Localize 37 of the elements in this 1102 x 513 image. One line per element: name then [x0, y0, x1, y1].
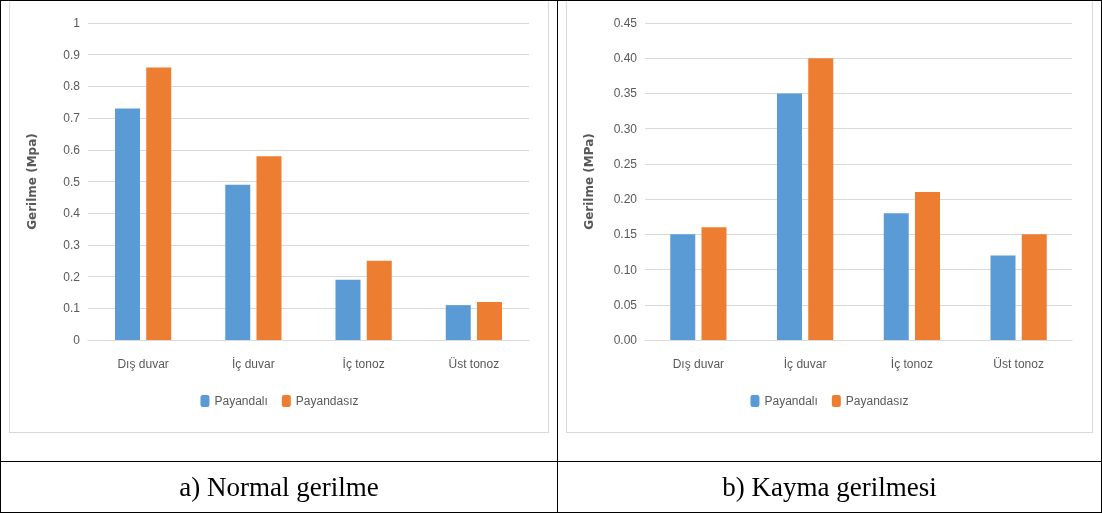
x-tick-label: Üst tonoz — [448, 357, 500, 371]
y-tick-label: 0.45 — [613, 16, 638, 30]
y-tick-label: 0.15 — [613, 227, 638, 242]
y-tick-label: 0.8 — [63, 79, 81, 94]
y-tick-label: 0.7 — [63, 111, 81, 126]
text: b) Kayma gerilmesi — [721, 471, 938, 504]
y-tick-label: 0.1 — [63, 301, 81, 316]
legend-label: Payandasız — [295, 394, 359, 408]
text: a) Normal gerilme — [178, 471, 380, 504]
legend-label: Payandalı — [764, 394, 818, 408]
y-tick-label: 0.10 — [613, 262, 638, 277]
y-tick-label: 0.00 — [613, 333, 638, 347]
x-tick-label: İç tonoz — [342, 357, 385, 371]
y-tick-label: 0.3 — [63, 237, 81, 252]
x-tick-label: İç duvar — [232, 357, 275, 371]
y-tick-label: 0.40 — [613, 51, 638, 66]
y-tick-label: 1 — [73, 16, 81, 30]
legend-label: Payandasız — [845, 394, 909, 408]
y-tick-label: 0.9 — [63, 47, 81, 62]
y-tick-label: 0.30 — [613, 121, 638, 136]
legend-label: Payandalı — [214, 394, 268, 408]
y-tick-label: 0.2 — [63, 269, 81, 284]
y-tick-label: 0.5 — [63, 174, 81, 189]
y-tick-label: 0.25 — [613, 156, 638, 171]
x-tick-label: Üst tonoz — [993, 357, 1044, 371]
x-tick-label: İç tonoz — [890, 357, 933, 371]
y-tick-label: 0.05 — [613, 297, 638, 312]
y-tick-label: 0.35 — [613, 86, 638, 101]
x-tick-label: Dış duvar — [117, 357, 169, 371]
x-tick-label: Dış duvar — [672, 357, 725, 371]
y-tick-label: 0.6 — [63, 142, 81, 157]
y-tick-label: 0.20 — [613, 192, 638, 207]
x-tick-label: İç duvar — [783, 357, 827, 371]
y-tick-label: 0 — [73, 333, 81, 347]
y-axis-title: Gerilme (Mpa) — [25, 133, 39, 230]
y-axis-title: Gerilme (MPa) — [582, 133, 596, 230]
y-tick-label: 0.4 — [63, 206, 81, 221]
